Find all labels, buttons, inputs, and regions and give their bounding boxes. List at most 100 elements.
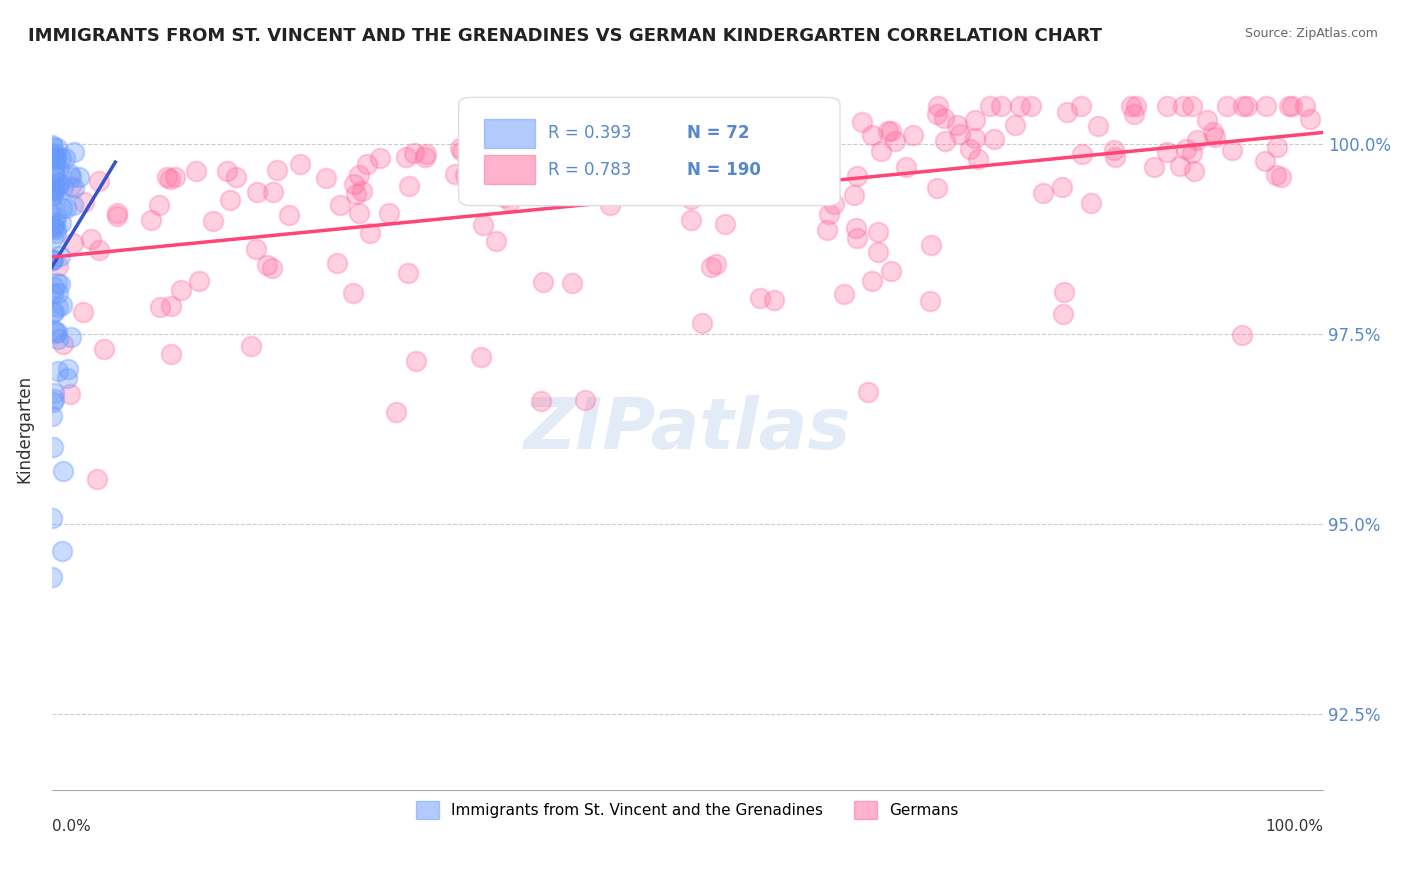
Point: [44, 157, 66, 171]
Point: [1202, 125, 1225, 139]
Point: [1070, 99, 1092, 113]
Point: [67, 170, 90, 185]
Point: [730, 162, 752, 177]
Point: [692, 154, 714, 169]
Point: [46, 286, 69, 301]
Point: [1294, 99, 1316, 113]
Point: [160, 347, 183, 361]
Point: [721, 125, 744, 139]
Point: [402, 145, 425, 160]
Point: [903, 128, 925, 142]
Point: [1056, 104, 1078, 119]
Point: [225, 170, 247, 185]
Point: [832, 287, 855, 301]
Point: [170, 283, 193, 297]
Point: [1181, 145, 1204, 160]
Point: [747, 113, 769, 128]
Point: [1019, 99, 1042, 113]
Point: [1236, 99, 1258, 113]
Point: [356, 157, 378, 171]
Point: [454, 169, 477, 183]
Point: [86, 473, 108, 487]
Bar: [484, 119, 534, 148]
Point: [326, 256, 349, 270]
Point: [107, 206, 129, 220]
Point: [53, 152, 76, 166]
Point: [42, 279, 65, 293]
Point: [41, 511, 63, 525]
Point: [540, 154, 562, 169]
Point: [1278, 99, 1301, 113]
Point: [561, 276, 583, 290]
Point: [449, 140, 471, 154]
Point: [697, 169, 720, 184]
Point: [868, 225, 890, 239]
Point: [93, 342, 115, 356]
Point: [959, 142, 981, 156]
Point: [815, 223, 838, 237]
Point: [979, 99, 1001, 113]
Point: [42, 386, 65, 401]
Point: [343, 177, 366, 191]
Point: [62, 197, 84, 211]
Point: [63, 181, 86, 195]
Point: [398, 178, 420, 193]
Point: [1125, 99, 1147, 113]
Point: [846, 169, 869, 183]
Point: [262, 185, 284, 199]
Point: [966, 152, 988, 166]
Bar: [484, 155, 534, 184]
Point: [818, 207, 841, 221]
Point: [856, 385, 879, 400]
Point: [700, 260, 723, 275]
Point: [1254, 99, 1277, 113]
Point: [599, 198, 621, 212]
Point: [876, 124, 898, 138]
Point: [41, 189, 63, 203]
Point: [1087, 119, 1109, 133]
Point: [983, 132, 1005, 146]
Point: [1052, 285, 1074, 300]
Point: [869, 144, 891, 158]
Point: [925, 181, 948, 195]
Point: [245, 243, 267, 257]
Point: [728, 134, 751, 148]
Point: [773, 115, 796, 129]
Point: [512, 140, 534, 154]
Point: [946, 118, 969, 132]
Point: [880, 123, 903, 137]
Point: [60, 179, 83, 194]
Point: [46, 180, 69, 194]
Point: [1156, 99, 1178, 113]
Point: [963, 130, 986, 145]
Point: [1185, 133, 1208, 147]
Point: [73, 195, 96, 210]
Point: [884, 134, 907, 148]
Point: [662, 154, 685, 169]
Point: [49, 216, 72, 230]
Point: [41, 252, 63, 267]
Point: [738, 170, 761, 185]
Point: [59, 330, 82, 344]
Point: [666, 161, 689, 175]
Point: [315, 170, 337, 185]
Point: [1281, 99, 1303, 113]
Point: [42, 219, 65, 233]
Point: [42, 219, 65, 233]
Point: [1032, 186, 1054, 201]
Point: [41, 231, 63, 245]
Text: 0.0%: 0.0%: [52, 819, 90, 834]
Point: [45, 221, 67, 235]
Point: [1264, 168, 1286, 182]
Point: [42, 323, 65, 337]
Point: [52, 464, 75, 478]
Point: [405, 354, 427, 368]
Point: [844, 188, 866, 202]
Point: [41, 183, 63, 197]
Point: [499, 194, 522, 209]
Point: [149, 300, 172, 314]
Point: [42, 140, 65, 154]
Point: [716, 174, 738, 188]
Point: [745, 141, 768, 155]
Point: [934, 134, 956, 148]
